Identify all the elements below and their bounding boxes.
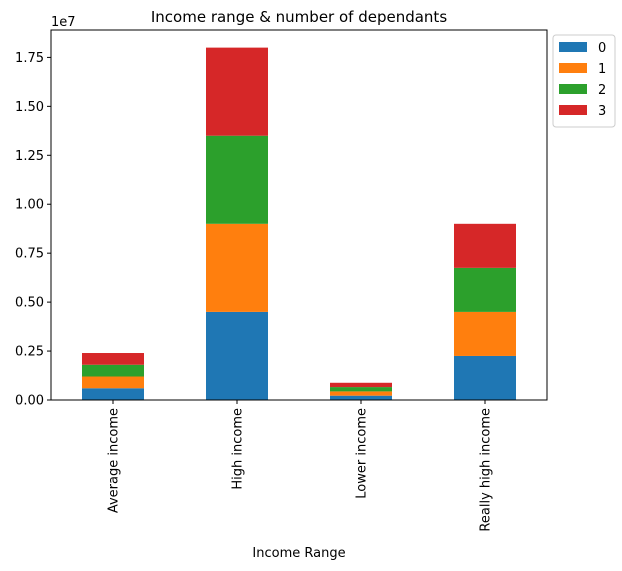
legend: 0 1 2 3 [552, 34, 616, 128]
legend-box [552, 34, 616, 128]
bar-1-series-1 [206, 223, 268, 312]
bar-1-series-2 [206, 135, 268, 224]
y-tick-label: 0.50 [15, 296, 44, 311]
y-tick-label: 0.25 [15, 345, 44, 360]
x-tick-label: Lower income [355, 408, 370, 499]
bar-3-series-2 [454, 267, 516, 312]
bar-1-series-3 [206, 47, 268, 136]
bar-0-series-2 [82, 364, 144, 377]
y-tick-label: 0.75 [15, 247, 44, 262]
legend-swatch-1 [559, 63, 587, 73]
bar-3-series-3 [454, 223, 516, 268]
x-tick-label: High income [231, 408, 246, 490]
bar-3-series-1 [454, 311, 516, 356]
legend-swatch-3 [559, 105, 587, 115]
y-tick-label: 1.75 [15, 51, 44, 66]
bar-0-series-1 [82, 376, 144, 389]
chart-title: Income range & number of dependants [151, 8, 447, 26]
y-tick-label: 1.25 [15, 149, 44, 164]
y-axis-offset-text: 1e7 [51, 15, 76, 30]
y-axis: 0.00 0.25 0.50 0.75 1.00 1.25 1.50 1.75 [15, 51, 51, 409]
plot-frame [50, 29, 548, 401]
bar-2-series-2 [330, 387, 392, 392]
legend-swatch-2 [559, 84, 587, 94]
legend-label-3: 3 [598, 104, 606, 119]
bar-2-series-1 [330, 391, 392, 396]
bar-0-series-0 [82, 388, 144, 400]
bar-0-series-3 [82, 353, 144, 365]
y-tick-label: 1.50 [15, 100, 44, 115]
bar-3-series-0 [454, 355, 516, 400]
bar-2-series-3 [330, 382, 392, 388]
y-tick-label: 1.00 [15, 198, 44, 213]
bar-1-series-0 [206, 311, 268, 400]
legend-label-0: 0 [598, 41, 606, 56]
bars-group [82, 47, 516, 400]
x-axis-label: Income Range [252, 546, 345, 561]
x-tick-label: Really high income [479, 408, 494, 532]
legend-swatch-0 [559, 42, 587, 52]
x-tick-label: Average income [107, 408, 122, 513]
legend-label-2: 2 [598, 83, 606, 98]
y-tick-label: 0.00 [15, 394, 44, 409]
bar-2-series-0 [330, 395, 392, 400]
legend-label-1: 1 [598, 62, 606, 77]
x-axis: Average income High income Lower income Rea… [107, 400, 494, 532]
